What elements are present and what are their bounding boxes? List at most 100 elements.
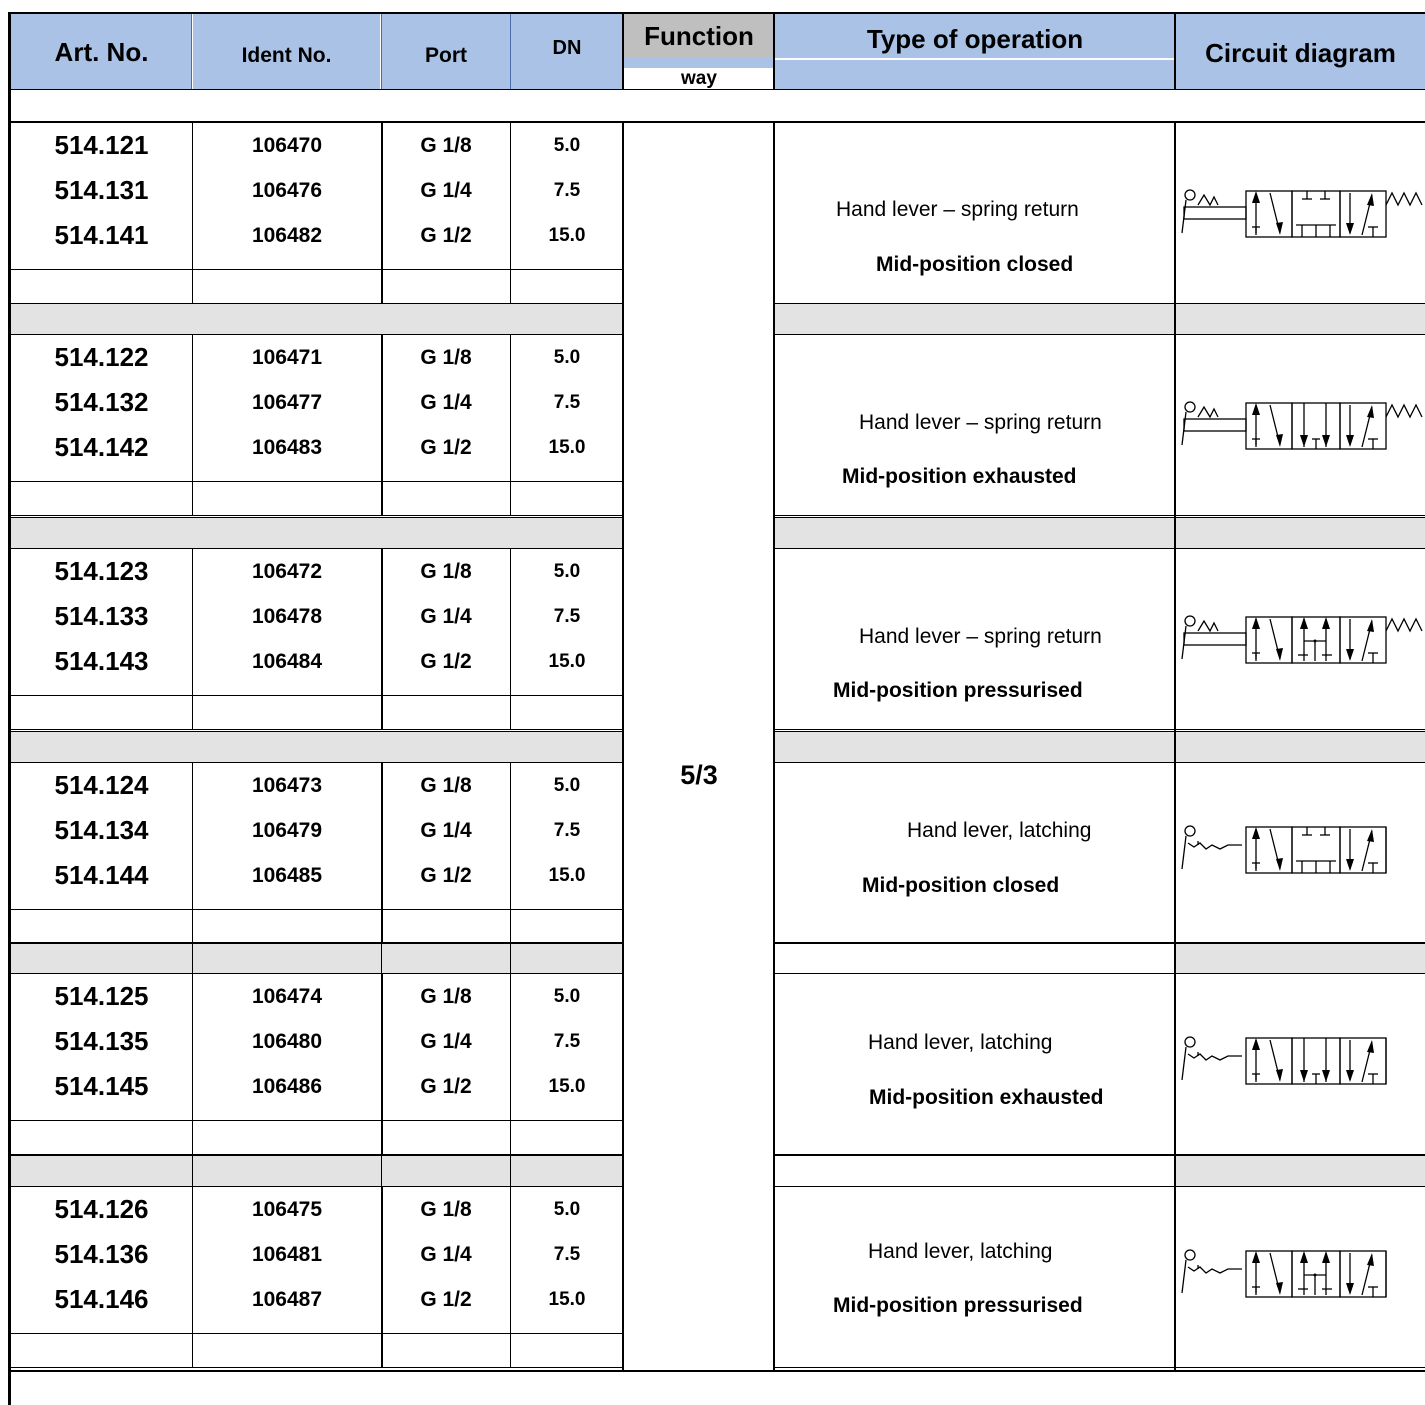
port-cell: G 1/2	[420, 435, 472, 459]
art-no-cell: 514.136	[54, 1239, 149, 1269]
ident-no-cell: 106484	[251, 649, 323, 673]
row-divider	[11, 762, 623, 763]
art-no-cell: 514.122	[54, 342, 149, 372]
operation-label: Hand lever, latching	[907, 819, 1092, 842]
valve-5-3-latching-exhausted-icon	[1181, 1036, 1387, 1085]
ident-no-cell: 106473	[251, 773, 323, 797]
column-divider	[192, 763, 193, 944]
dn-cell: 7.5	[553, 605, 581, 627]
column-divider	[192, 335, 193, 516]
column-divider	[192, 1187, 193, 1368]
ident-no-cell: 106471	[251, 345, 323, 369]
row-divider	[11, 213, 623, 214]
row-divider	[11, 481, 623, 482]
group-separator	[775, 731, 1174, 763]
header-divider	[191, 14, 192, 90]
header-art-no-label: Art. No.	[54, 36, 149, 67]
row-divider	[775, 303, 1425, 304]
operation-label: Hand lever – spring return	[859, 625, 1102, 648]
port-cell: G 1/2	[420, 863, 472, 887]
art-no-cell: 514.134	[54, 815, 149, 845]
ident-no-cell: 106481	[251, 1242, 323, 1266]
row-divider	[11, 1333, 623, 1334]
ident-no-cell: 106470	[251, 133, 323, 157]
header-ident-no: Ident No.	[193, 14, 380, 90]
row-divider	[11, 808, 623, 809]
port-cell: G 1/8	[420, 773, 472, 797]
row-divider	[775, 1154, 1425, 1155]
row-divider	[11, 269, 623, 270]
row-divider	[11, 515, 623, 516]
header-port-label: Port	[425, 44, 467, 67]
row-divider	[11, 853, 623, 854]
header-function-sub: way	[624, 68, 774, 90]
row-divider	[775, 729, 1425, 730]
row-divider	[775, 1186, 1425, 1187]
header-circuit-diagram: Circuit diagram	[1176, 14, 1425, 90]
header-type-band	[775, 58, 1175, 68]
ident-no-cell: 106482	[251, 223, 323, 247]
art-no-cell: 514.145	[54, 1071, 149, 1101]
ident-no-cell: 106479	[251, 818, 323, 842]
art-no-cell: 514.121	[54, 130, 149, 160]
row-divider	[775, 762, 1425, 763]
port-cell: G 1/8	[420, 559, 472, 583]
row-divider	[11, 909, 623, 910]
row-divider	[775, 973, 1425, 974]
art-no-cell: 514.126	[54, 1194, 149, 1224]
port-cell: G 1/2	[420, 1287, 472, 1311]
header-divider	[622, 14, 624, 90]
port-cell: G 1/8	[420, 345, 472, 369]
group-separator	[1176, 303, 1425, 335]
row-divider	[11, 1019, 623, 1020]
ident-no-cell: 106487	[251, 1287, 323, 1311]
art-no-cell: 514.124	[54, 770, 149, 800]
port-cell: G 1/4	[420, 390, 472, 414]
mid-position-label: Mid-position pressurised	[833, 1294, 1083, 1317]
table-bottom-line	[11, 1370, 1425, 1372]
port-cell: G 1/8	[420, 133, 472, 157]
column-divider	[510, 942, 511, 974]
ident-no-cell: 106477	[251, 390, 323, 414]
column-divider	[1174, 123, 1176, 1370]
row-divider	[775, 1155, 1425, 1156]
table-left-border	[8, 12, 11, 1405]
dn-cell: 5.0	[553, 346, 581, 368]
column-divider	[192, 549, 193, 730]
row-divider	[11, 380, 623, 381]
header-divider	[1174, 14, 1176, 90]
dn-cell: 5.0	[553, 985, 581, 1007]
header-divider	[510, 14, 511, 90]
dn-cell: 5.0	[553, 1198, 581, 1220]
valve-5-3-spring-exhausted-icon	[1181, 401, 1423, 450]
column-divider	[381, 942, 382, 974]
operation-label: Hand lever – spring return	[859, 411, 1102, 434]
art-no-cell: 514.135	[54, 1026, 149, 1056]
column-divider	[381, 763, 383, 944]
dn-cell: 7.5	[553, 179, 581, 201]
row-divider	[775, 731, 1425, 732]
group-separator	[11, 942, 623, 974]
column-divider	[192, 1155, 193, 1187]
row-divider	[11, 973, 623, 974]
art-no-cell: 514.133	[54, 601, 149, 631]
ident-no-cell: 106478	[251, 604, 323, 628]
header-dn-label: DN	[552, 36, 582, 59]
header-function: Function way	[624, 14, 774, 90]
port-cell: G 1/4	[420, 1242, 472, 1266]
group-separator	[1176, 517, 1425, 549]
group-separator	[1176, 942, 1425, 974]
header-divider	[773, 14, 775, 90]
valve-5-3-spring-closed-icon	[1181, 189, 1423, 238]
column-divider	[192, 942, 193, 974]
port-cell: G 1/4	[420, 818, 472, 842]
row-divider	[775, 943, 1425, 944]
mid-position-label: Mid-position closed	[876, 253, 1074, 276]
art-no-cell: 514.146	[54, 1284, 149, 1314]
art-no-cell: 514.142	[54, 432, 149, 462]
header-function-label: Function	[644, 20, 754, 51]
port-cell: G 1/2	[420, 1074, 472, 1098]
row-divider	[11, 695, 623, 696]
row-divider	[11, 1120, 623, 1121]
row-divider	[11, 1155, 623, 1156]
